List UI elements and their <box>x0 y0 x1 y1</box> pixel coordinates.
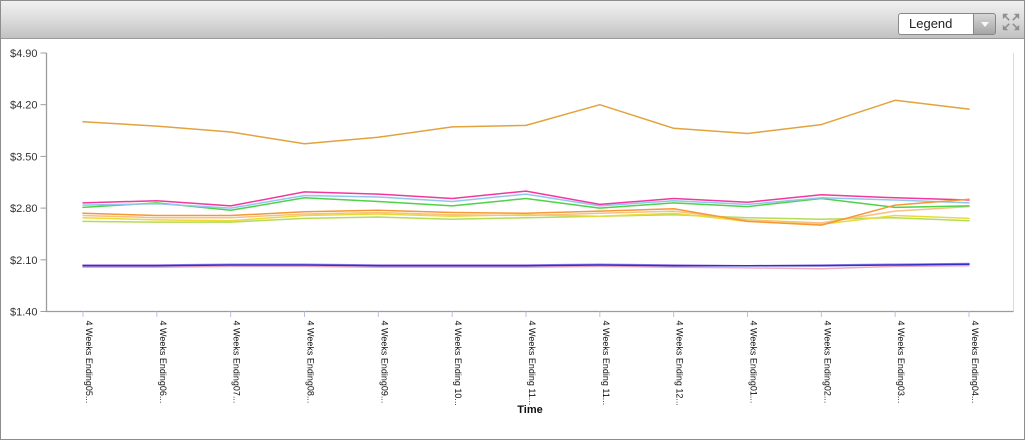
x-category-label: 4 Weeks Ending08... <box>306 321 316 404</box>
line-series-salmon <box>82 205 970 224</box>
x-category-label: 4 Weeks Ending02... <box>822 321 832 404</box>
chart-area: $4.90 $4.20 $3.50 $2.80 $2.10 $1.40 4 Weeks En… <box>1 39 1024 439</box>
x-category-label: 4 Weeks Ending 11... <box>527 321 537 406</box>
y-tick-label: $2.80 <box>10 203 38 215</box>
x-category-label: 4 Weeks Ending06... <box>158 321 168 404</box>
line-chart-svg: $4.90 $4.20 $3.50 $2.80 $2.10 $1.40 4 Weeks En… <box>10 48 1014 416</box>
line-series-blue <box>82 263 970 267</box>
chevron-down-icon <box>980 21 989 27</box>
legend-dropdown[interactable]: Legend <box>898 13 996 35</box>
x-category-label: 4 Weeks Ending07... <box>232 321 242 404</box>
line-series-green <box>82 197 970 212</box>
line-series-yellowgreen <box>82 213 970 223</box>
x-category-label: 4 Weeks Ending01... <box>749 321 759 404</box>
expand-button[interactable] <box>1000 11 1022 33</box>
y-tick-label: $1.40 <box>10 307 38 319</box>
line-series-orange <box>82 198 970 226</box>
x-category-label: 4 Weeks Ending 12... <box>675 321 685 406</box>
line-series-magenta <box>82 190 970 207</box>
line-series-lightblue <box>82 193 970 209</box>
x-category-label: 4 Weeks Ending09... <box>379 321 389 404</box>
x-axis-title: Time <box>517 404 542 416</box>
x-category-label: 4 Weeks Ending 11... <box>601 321 611 406</box>
x-category-label: 4 Weeks Ending04... <box>970 321 980 404</box>
x-category-label: 4 Weeks Ending03... <box>896 321 906 404</box>
toolbar: Legend <box>1 1 1024 39</box>
legend-dropdown-value[interactable]: Legend <box>898 13 973 35</box>
y-tick-label: $2.10 <box>10 255 38 267</box>
y-tick-label: $4.20 <box>10 100 38 112</box>
y-tick-label: $3.50 <box>10 151 38 163</box>
x-category-label: 4 Weeks Ending 10... <box>453 321 463 406</box>
line-series-yellow <box>82 212 970 226</box>
y-tick-label: $4.90 <box>10 48 38 60</box>
x-category-label: 4 Weeks Ending05... <box>84 321 94 404</box>
line-series-pink <box>82 264 970 270</box>
legend-dropdown-button[interactable] <box>973 13 996 35</box>
line-series-gold <box>82 99 970 145</box>
expand-arrows-icon <box>1002 13 1020 31</box>
